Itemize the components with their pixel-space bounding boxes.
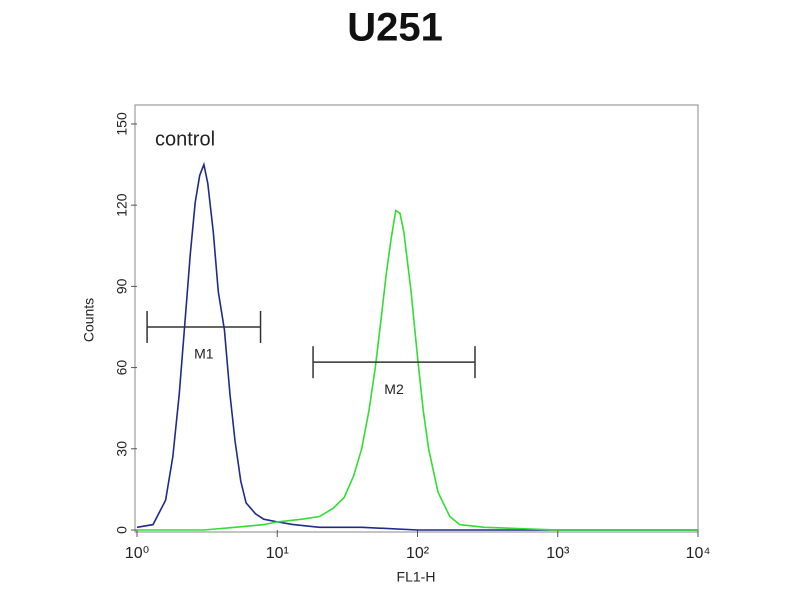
marker-label: M1: [194, 346, 214, 362]
x-tick-label: 10⁰: [125, 545, 149, 562]
x-axis-label: FL1-H: [397, 569, 436, 585]
y-tick-label: 150: [114, 112, 130, 136]
y-axis-label: Counts: [81, 298, 97, 342]
x-tick-label: 10¹: [266, 545, 289, 562]
y-tick-label: 60: [114, 360, 130, 376]
x-tick-label: 10³: [546, 545, 570, 562]
histogram-line: [136, 161, 698, 531]
y-tick-label: 120: [114, 193, 130, 217]
y-tick-label: 30: [114, 441, 130, 457]
x-tick-label: 10²: [406, 545, 430, 562]
y-tick-label: 0: [114, 526, 130, 534]
histogram-line: [137, 209, 698, 531]
annotation: control: [155, 128, 215, 150]
chart-title: U251: [347, 6, 443, 50]
y-tick-label: 90: [114, 278, 130, 294]
x-tick-label: 10⁴: [686, 545, 711, 562]
plot-frame: [134, 104, 699, 533]
marker-label: M2: [384, 381, 404, 397]
